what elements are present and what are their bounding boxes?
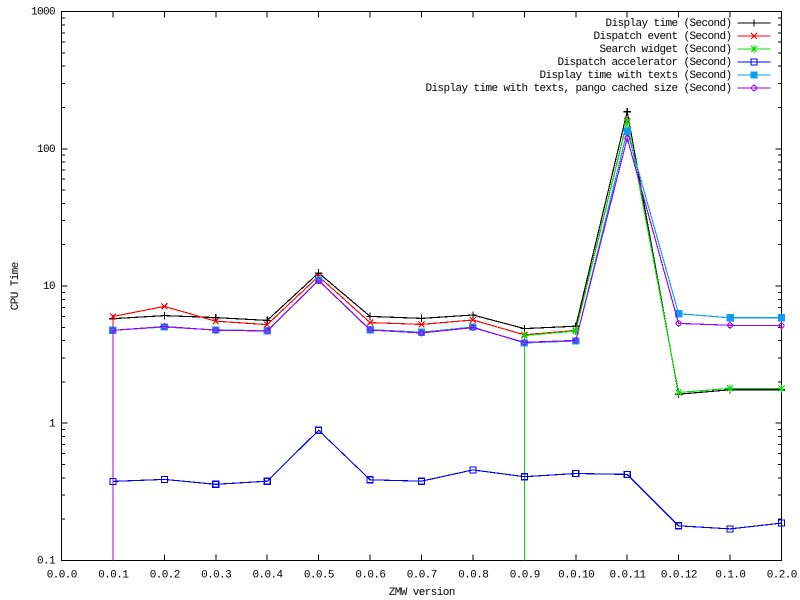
svg-text:Search widget (Second): Search widget (Second) <box>599 44 731 56</box>
svg-text:Display time with texts (Secon: Display time with texts (Second) <box>539 70 731 82</box>
svg-text:0.0.9: 0.0.9 <box>510 570 540 582</box>
svg-text:0.2.0: 0.2.0 <box>767 570 797 582</box>
svg-text:0.0.8: 0.0.8 <box>458 570 488 582</box>
svg-text:0.0.1: 0.0.1 <box>98 570 129 582</box>
svg-text:0.0.2: 0.0.2 <box>150 570 180 582</box>
svg-text:Dispatch event (Second): Dispatch event (Second) <box>593 31 731 43</box>
svg-text:CPU Time: CPU Time <box>10 262 22 310</box>
svg-text:0.0.0: 0.0.0 <box>47 570 77 582</box>
svg-text:0.1: 0.1 <box>37 556 56 568</box>
svg-text:0.0.10: 0.0.10 <box>558 570 594 582</box>
svg-text:Dispatch accelerator (Second): Dispatch accelerator (Second) <box>557 57 731 69</box>
svg-text:0.0.3: 0.0.3 <box>201 570 231 582</box>
svg-text:Display time (Second): Display time (Second) <box>605 18 731 30</box>
svg-text:0.0.5: 0.0.5 <box>304 570 334 582</box>
svg-text:10: 10 <box>43 281 55 293</box>
svg-text:Display time with texts, pango: Display time with texts, pango cached si… <box>425 83 731 95</box>
svg-text:1000: 1000 <box>31 7 55 19</box>
svg-text:0.0.6: 0.0.6 <box>355 570 385 582</box>
svg-text:ZMW version: ZMW version <box>389 587 455 599</box>
svg-text:0.0.4: 0.0.4 <box>252 570 283 582</box>
svg-text:100: 100 <box>37 144 55 156</box>
svg-text:1: 1 <box>49 418 56 430</box>
svg-text:0.0.12: 0.0.12 <box>661 570 697 582</box>
svg-text:0.1.0: 0.1.0 <box>715 570 745 582</box>
svg-text:0.0.7: 0.0.7 <box>407 570 437 582</box>
svg-text:0.0.11: 0.0.11 <box>609 570 646 582</box>
